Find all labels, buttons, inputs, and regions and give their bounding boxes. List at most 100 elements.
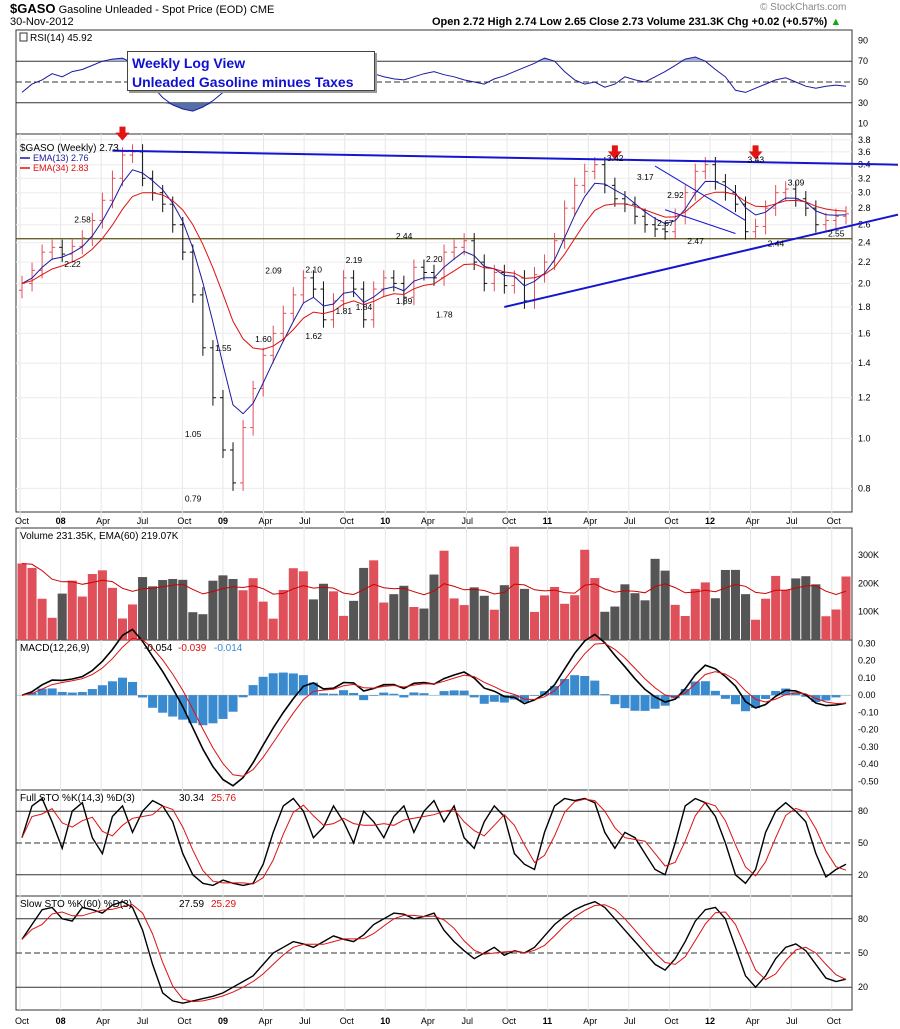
- price-point-label: 2.19: [346, 255, 363, 265]
- volume-bar: [831, 609, 841, 640]
- volume-bar: [640, 600, 650, 640]
- slowsto-tick-label: 20: [858, 982, 868, 992]
- price-point-label: 2.44: [768, 239, 785, 249]
- macd-histogram-bar: [419, 693, 429, 696]
- macd-histogram-bar: [318, 693, 328, 696]
- price-point-label: 2.55: [828, 228, 845, 238]
- macd-histogram-bar: [409, 692, 419, 696]
- x-tick-label-bottom: Jul: [461, 1016, 473, 1026]
- volume-bar: [479, 595, 489, 640]
- volume-bar: [700, 582, 710, 640]
- price-point-label: 2.47: [687, 236, 704, 246]
- volume-bar: [439, 550, 449, 640]
- macd-histogram-bar: [740, 695, 751, 712]
- macd-tick-label: -0.10: [858, 707, 879, 717]
- peak-arrow-icon: [115, 126, 130, 141]
- macd-histogram-bar: [268, 673, 278, 696]
- macd-histogram-bar: [349, 692, 359, 696]
- slowsto-label: Slow STO %K(60) %D(3): [20, 899, 132, 910]
- price-tick-label: 1.4: [858, 358, 871, 368]
- macd-histogram-bar: [499, 695, 509, 703]
- volume-bar: [198, 614, 208, 640]
- volume-bar: [469, 587, 479, 640]
- macd-histogram-bar: [238, 695, 248, 698]
- volume-bar: [228, 578, 238, 640]
- price-tick-label: 1.8: [858, 302, 871, 312]
- volume-bar: [288, 568, 298, 640]
- volume-tick-label: 100K: [858, 607, 879, 617]
- volume-bar: [328, 591, 339, 640]
- macd-histogram-bar: [771, 690, 781, 696]
- x-tick-label-bottom: Oct: [502, 1016, 517, 1026]
- x-tick-label-bottom: Jul: [299, 1016, 311, 1026]
- price-tick-label: 3.0: [858, 188, 871, 198]
- price-point-label: 1.84: [356, 302, 373, 312]
- volume-bar: [47, 617, 57, 640]
- rsi-oversold-fill: [22, 102, 846, 112]
- x-tick-label-bottom: 10: [380, 1016, 390, 1026]
- volume-bar: [720, 569, 730, 640]
- macd-histogram-bar: [489, 695, 499, 702]
- macd-tick-label: 0.30: [858, 638, 876, 648]
- macd-histogram-bar: [379, 692, 389, 696]
- volume-bar: [27, 567, 37, 640]
- x-tick-label: Jul: [461, 516, 473, 526]
- volume-bar: [509, 546, 519, 640]
- price-panel-frame: [15, 133, 853, 513]
- price-point-label: 1.60: [255, 334, 272, 344]
- peak-arrow-icon: [748, 145, 763, 160]
- price-tick-label: 3.8: [858, 135, 871, 145]
- volume-bar: [751, 619, 761, 640]
- support-trendline: [504, 213, 899, 308]
- symbol: $GASO: [10, 1, 56, 16]
- fullsto-label: Full STO %K(14,3) %D(3): [20, 793, 135, 804]
- rsi-label: RSI(14) 45.92: [30, 33, 93, 44]
- macd-histogram-bar: [117, 677, 128, 696]
- slowsto-tick-label: 50: [858, 948, 868, 958]
- price-point-label: 3.43: [748, 154, 765, 164]
- macd-tick-label: 0.20: [858, 656, 876, 666]
- macd-histogram-bar: [298, 675, 308, 696]
- price-tick-label: 2.0: [858, 278, 871, 288]
- slowsto-k-value: 27.59: [179, 899, 204, 910]
- price-point-label: 0.79: [185, 493, 202, 503]
- volume-bar: [791, 578, 801, 640]
- volume-bar: [389, 594, 399, 640]
- macd-histogram-bar: [630, 695, 640, 711]
- macd-histogram-bar: [459, 690, 469, 696]
- macd-signal-line: [21, 637, 847, 777]
- macd-histogram-bar: [620, 695, 630, 709]
- x-tick-label-bottom: Oct: [177, 1016, 192, 1026]
- price-point-label: 2.22: [64, 259, 81, 269]
- macd-histogram-bar: [389, 693, 399, 696]
- volume-bar: [670, 604, 680, 640]
- macd-histogram-bar: [700, 681, 710, 696]
- slowsto-tick-label: 80: [858, 914, 868, 924]
- x-tick-label: Apr: [259, 516, 273, 526]
- macd-histogram-bar: [529, 695, 540, 696]
- macd-histogram-bar: [288, 673, 298, 696]
- macd-histogram-bar: [128, 681, 138, 696]
- volume-bar: [77, 596, 87, 640]
- price-point-label: 3.17: [637, 172, 654, 182]
- volume-bar: [630, 593, 640, 640]
- instrument-name: Gasoline Unleaded - Spot Price (EOD): [58, 4, 247, 16]
- volume-bar: [771, 575, 781, 640]
- macd-tick-label: -0.50: [858, 776, 879, 786]
- x-tick-label-bottom: Apr: [96, 1016, 110, 1026]
- macd-histogram-bar: [479, 695, 489, 704]
- macd-histogram-bar: [791, 692, 801, 696]
- peak-arrow-icon: [607, 145, 622, 160]
- volume-bar: [208, 580, 218, 640]
- price-point-label: 1.05: [185, 429, 202, 439]
- macd-histogram-bar: [570, 675, 580, 696]
- volume-bar: [349, 600, 359, 640]
- price-tick-label: 1.6: [858, 328, 871, 338]
- volume-bar: [540, 595, 550, 640]
- volume-bar: [369, 560, 379, 640]
- x-tick-label-bottom: Oct: [827, 1016, 842, 1026]
- price-tick-label: 0.8: [858, 483, 871, 493]
- macd-histogram-bar: [519, 695, 529, 702]
- volume-bar: [449, 598, 459, 640]
